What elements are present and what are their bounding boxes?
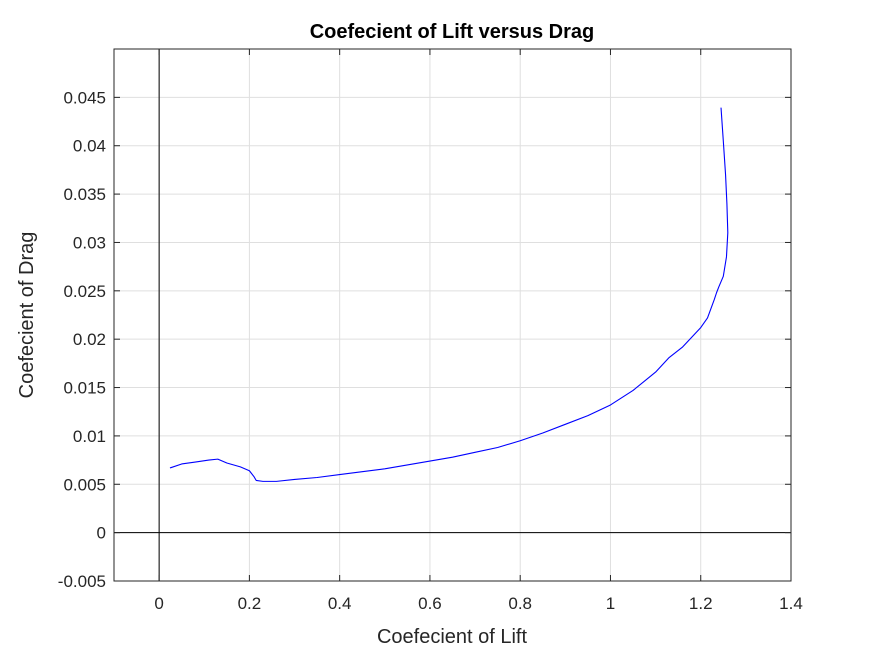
x-tick-label: 1.2 [689, 594, 713, 613]
series-group [169, 107, 729, 482]
y-axis-label: Coefecient of Drag [16, 232, 38, 399]
y-tick-label: 0.005 [63, 475, 106, 494]
y-tick-label: 0.025 [63, 282, 106, 301]
series-line [169, 107, 729, 482]
y-tick-label: 0 [97, 524, 106, 543]
y-axis-ticks: -0.005 0 0.005 0.01 0.015 0.02 0.025 0.03 0.035 0… [58, 88, 791, 591]
y-tick-label: 0.01 [73, 427, 106, 446]
horizontal-gridlines [114, 96, 791, 582]
x-tick-label: 1.4 [779, 594, 803, 613]
x-tick-label: 1 [606, 594, 615, 613]
y-tick-label: 0.015 [63, 379, 106, 398]
x-axis-label: Coefecient of Lift [377, 626, 528, 648]
vertical-gridlines [158, 49, 792, 581]
y-tick-label: 0.03 [73, 233, 106, 252]
x-tick-label: 0 [154, 594, 163, 613]
axes-box [113, 48, 792, 582]
y-tick-label: 0.035 [63, 185, 106, 204]
y-tick-label: 0.045 [63, 88, 106, 107]
y-tick-label: 0.04 [73, 137, 106, 156]
x-tick-label: 0.2 [238, 594, 262, 613]
plot-area [114, 49, 791, 581]
x-axis-ticks: 0 0.2 0.4 0.6 0.8 1 1.2 1.4 [154, 49, 803, 613]
zero-lines [114, 49, 791, 581]
chart-title: Coefecient of Lift versus Drag [310, 21, 595, 43]
x-tick-label: 0.8 [508, 594, 532, 613]
x-tick-label: 0.6 [418, 594, 442, 613]
y-tick-label: 0.02 [73, 330, 106, 349]
y-tick-label: -0.005 [58, 572, 106, 591]
x-tick-label: 0.4 [328, 594, 352, 613]
